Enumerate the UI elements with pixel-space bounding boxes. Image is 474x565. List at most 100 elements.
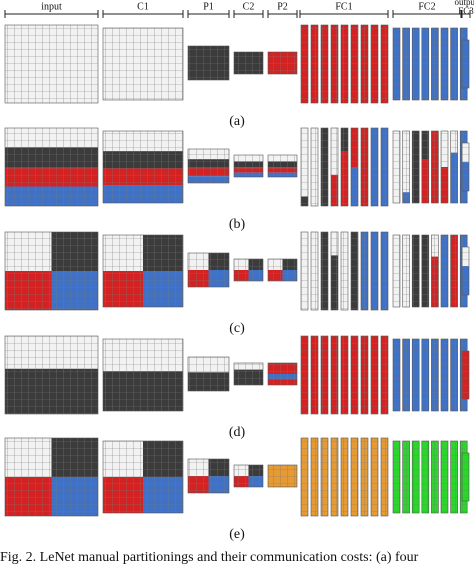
grid-block xyxy=(310,437,319,517)
grid-block xyxy=(421,338,430,412)
grid-block xyxy=(431,338,439,412)
header-bracket xyxy=(4,10,99,18)
grid-block xyxy=(267,362,298,386)
panel-label: (a) xyxy=(229,114,245,129)
grid-block xyxy=(187,45,230,81)
grid-block xyxy=(461,142,470,192)
header-bracket xyxy=(233,10,264,18)
grid-block xyxy=(320,24,329,104)
grid-block xyxy=(360,335,369,415)
grid-block xyxy=(380,231,389,311)
grid-block xyxy=(340,335,349,415)
panel-label: (c) xyxy=(229,321,245,336)
header-label: FC2 xyxy=(418,1,435,12)
grid-block xyxy=(421,440,430,514)
grid-block xyxy=(340,127,349,207)
grid-block xyxy=(431,440,439,514)
grid-block xyxy=(392,440,401,514)
grid-block xyxy=(233,464,264,488)
grid-block xyxy=(440,234,449,308)
grid-block xyxy=(350,231,359,311)
header-bracket xyxy=(187,10,230,18)
grid-block xyxy=(411,234,420,308)
grid-block xyxy=(440,27,449,101)
header-label: C2 xyxy=(243,1,255,12)
grid-block xyxy=(233,362,264,386)
grid-block xyxy=(392,338,401,412)
grid-block xyxy=(320,231,329,311)
grid-block xyxy=(450,338,458,412)
grid-block xyxy=(360,127,369,207)
grid-block xyxy=(411,27,420,101)
grid-block xyxy=(267,51,298,75)
grid-block xyxy=(4,127,99,207)
grid-block xyxy=(187,458,230,494)
header-label: C1 xyxy=(137,1,149,12)
grid-block xyxy=(402,440,410,514)
grid-block xyxy=(370,437,379,517)
header-bracket xyxy=(299,10,389,18)
header-label: output xyxy=(454,0,474,7)
grid-block xyxy=(330,127,339,207)
grid-block xyxy=(330,335,339,415)
grid-block xyxy=(320,335,329,415)
grid-block xyxy=(450,440,458,514)
panel-label: (b) xyxy=(229,217,246,232)
header-label: P2 xyxy=(277,1,288,12)
grid-block xyxy=(360,437,369,517)
grid-block xyxy=(392,130,401,204)
header-bracket xyxy=(461,10,471,18)
grid-block xyxy=(421,234,430,308)
grid-block xyxy=(330,437,339,517)
grid-block xyxy=(370,231,379,311)
grid-block xyxy=(350,335,359,415)
panel-label: (d) xyxy=(229,425,246,440)
grid-block xyxy=(267,258,298,282)
grid-block xyxy=(461,246,470,296)
grid-block xyxy=(300,231,309,311)
grid-block xyxy=(267,464,298,488)
grid-block xyxy=(411,130,420,204)
grid-block xyxy=(4,335,99,415)
grid-block xyxy=(340,437,349,517)
header-bracket xyxy=(267,10,298,18)
grid-block xyxy=(300,437,309,517)
header-bracket xyxy=(102,10,184,18)
grid-block xyxy=(187,148,230,184)
grid-block xyxy=(440,130,449,204)
grid-block xyxy=(102,234,184,308)
grid-block xyxy=(102,27,184,101)
header-label: P1 xyxy=(203,1,214,12)
grid-block xyxy=(330,24,339,104)
grid-block xyxy=(330,231,339,311)
grid-block xyxy=(402,27,410,101)
grid-block xyxy=(233,51,264,75)
grid-block xyxy=(4,437,99,517)
grid-block xyxy=(392,27,401,101)
grid-block xyxy=(350,437,359,517)
grid-block xyxy=(392,234,401,308)
grid-block xyxy=(233,258,264,282)
panel-label: (e) xyxy=(229,527,245,542)
grid-block xyxy=(340,231,349,311)
caption: Fig. 2. LeNet manual partitionings and t… xyxy=(0,550,419,565)
grid-block xyxy=(450,130,458,204)
grid-block xyxy=(380,335,389,415)
grid-block xyxy=(4,231,99,311)
grid-block xyxy=(431,130,439,204)
grid-block xyxy=(102,338,184,412)
grid-block xyxy=(370,127,379,207)
grid-block xyxy=(421,130,430,204)
grid-block xyxy=(310,127,319,207)
grid-block xyxy=(233,154,264,178)
grid-block xyxy=(440,338,449,412)
grid-block xyxy=(102,130,184,204)
grid-block xyxy=(310,24,319,104)
grid-block xyxy=(187,252,230,288)
grid-block xyxy=(300,335,309,415)
header-label: FC1 xyxy=(335,1,352,12)
grid-block xyxy=(380,437,389,517)
grid-block xyxy=(402,338,410,412)
grid-block xyxy=(370,24,379,104)
